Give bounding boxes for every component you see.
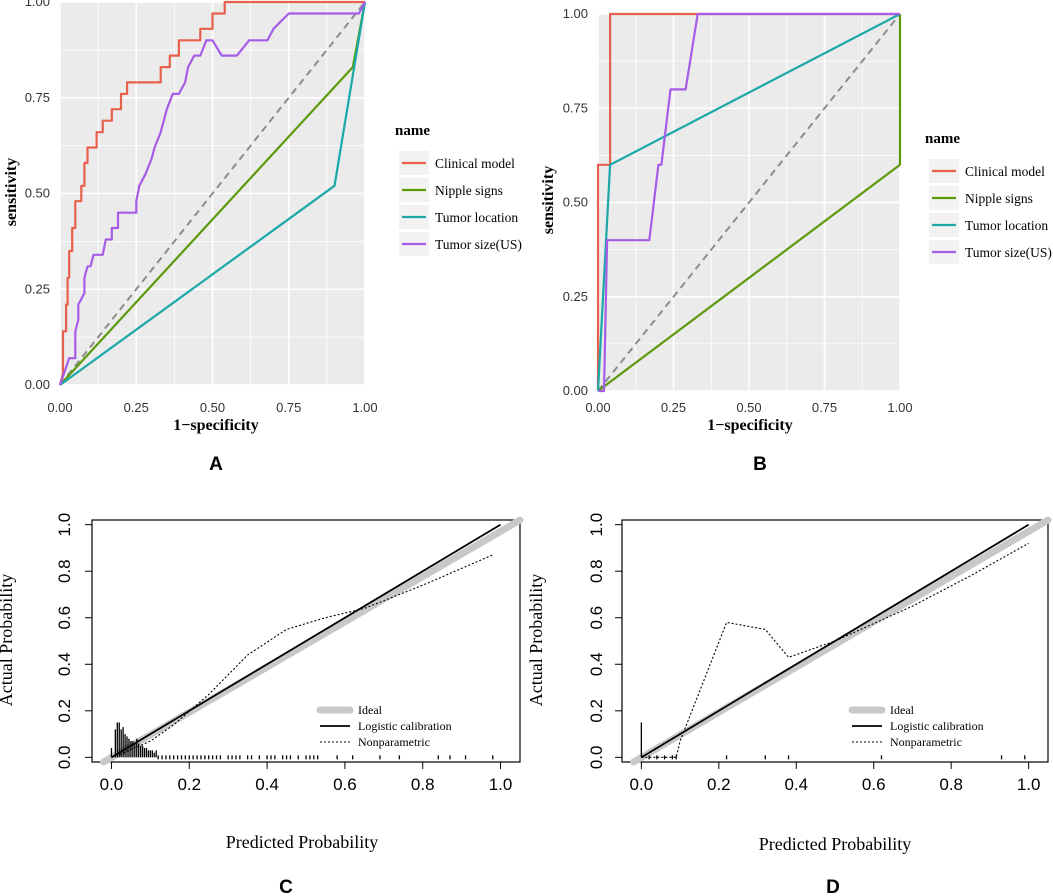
panel-c: 0.0 0.2 0.4 0.6 0.8 1.0 0.0 0.2 0.4 0.6 0.8 1.0 Idea… — [0, 513, 524, 896]
roc-curve-tumor-location — [596, 13, 901, 392]
x-tick-label: 0.6 — [862, 775, 886, 794]
y-tick-label: 1.0 — [587, 513, 606, 537]
legend-label: Clinical model — [435, 156, 515, 171]
roc-curve-tumor-size-us- — [58, 1, 366, 386]
x-axis-label: 1−specificity — [707, 417, 793, 434]
roc-curve-nipple-signs — [597, 14, 902, 392]
legend-label: Tumor size(US) — [965, 245, 1052, 260]
y-tick-label: 0.00 — [25, 377, 50, 392]
x-tick-label: 0.25 — [124, 400, 149, 415]
legend-label: Logistic calibration — [358, 719, 452, 733]
x-axis-label: Predicted Probability — [759, 834, 911, 854]
y-tick-label: 1.00 — [563, 6, 588, 21]
y-tick-label: 0.75 — [25, 90, 50, 105]
x-tick-label: 0.4 — [784, 775, 808, 794]
x-tick-label: 0.75 — [812, 400, 837, 415]
y-axis-label: Actual Probability — [526, 574, 546, 706]
legend: name Clinical model Nipple signs Tumor loca… — [395, 123, 522, 256]
y-tick-label: 0.00 — [563, 383, 588, 398]
x-tick-label: 1.0 — [489, 775, 513, 794]
x-tick-label: 0.75 — [276, 400, 301, 415]
x-axis-label: 1−specificity — [173, 417, 259, 434]
y-tick-label: 0.50 — [563, 195, 588, 210]
logistic-calibration-line — [110, 523, 502, 759]
x-tick-label: 0.00 — [47, 400, 72, 415]
legend-label: Tumor size(US) — [435, 237, 522, 252]
ideal-line — [100, 516, 524, 766]
legend: Ideal Logistic calibration Nonparametric — [316, 703, 452, 749]
ideal-line — [630, 516, 1052, 766]
legend-title: name — [925, 131, 960, 147]
y-axis-label: sensitivity — [540, 166, 557, 234]
x-tick-label: 1.00 — [887, 400, 912, 415]
y-tick-label: 1.0 — [55, 513, 74, 537]
y-tick-label: 1.00 — [25, 0, 50, 9]
legend-label: Nipple signs — [965, 191, 1033, 206]
panel-label: C — [279, 877, 293, 896]
x-tick-label: 0.00 — [585, 400, 610, 415]
x-tick-label: 0.50 — [200, 400, 225, 415]
panel-d: 0.0 0.2 0.4 0.6 0.8 1.0 0.0 0.2 0.4 0.6 0.8 1.0 Idea… — [526, 513, 1052, 896]
legend-label: Nipple signs — [435, 183, 503, 198]
x-axis-label: Predicted Probability — [226, 832, 378, 852]
panel-label: B — [753, 454, 767, 475]
legend-label: Ideal — [358, 703, 383, 717]
x-tick-label: 0.8 — [939, 775, 963, 794]
legend-label: Tumor location — [965, 218, 1048, 233]
y-tick-label: 0.75 — [563, 100, 588, 115]
legend-label: Nonparametric — [358, 735, 430, 749]
y-axis-label: sensitivity — [3, 158, 20, 226]
x-tick-label: 0.50 — [736, 400, 761, 415]
legend-title: name — [395, 123, 430, 139]
panel-b: 0.00 0.00 0.25 0.25 0.50 0.50 0.75 0.75 1.00 1.00… — [540, 6, 1052, 475]
panel-a: 0.00 0.00 0.25 0.25 0.50 0.50 0.75 0.75 1.00 1.00… — [3, 0, 522, 475]
reference-diagonal — [597, 13, 901, 392]
legend-label: Logistic calibration — [890, 719, 984, 733]
panel-label: D — [826, 877, 840, 896]
x-tick-label: 1.00 — [352, 400, 377, 415]
x-tick-label: 0.4 — [255, 775, 279, 794]
y-tick-label: 0.2 — [55, 699, 74, 723]
y-tick-label: 0.25 — [25, 281, 50, 296]
y-tick-label: 0.25 — [563, 289, 588, 304]
x-tick-label: 1.0 — [1017, 775, 1041, 794]
panel-label: A — [209, 454, 223, 475]
y-tick-label: 0.4 — [587, 652, 606, 676]
y-tick-label: 0.6 — [587, 606, 606, 630]
x-tick-label: 0.6 — [333, 775, 357, 794]
nonparametric-line — [118, 554, 494, 756]
y-tick-label: 0.50 — [25, 186, 50, 201]
x-tick-label: 0.2 — [707, 775, 731, 794]
plot-box — [91, 519, 521, 763]
roc-curve-tumor-location — [59, 1, 367, 386]
legend-label: Nonparametric — [890, 735, 962, 749]
x-tick-label: 0.8 — [411, 775, 435, 794]
legend-label: Clinical model — [965, 164, 1045, 179]
y-tick-label: 0.0 — [55, 746, 74, 770]
y-tick-label: 0.8 — [587, 559, 606, 583]
x-tick-label: 0.2 — [177, 775, 201, 794]
roc-curve-tumor-size-us- — [598, 12, 900, 393]
nonparametric-line — [641, 542, 1029, 758]
legend-label: Ideal — [890, 703, 915, 717]
y-tick-label: 0.2 — [587, 699, 606, 723]
y-axis-label: Actual Probability — [0, 574, 16, 706]
x-tick-label: 0.25 — [661, 400, 686, 415]
legend: Ideal Logistic calibration Nonparametric — [848, 703, 984, 749]
reference-diagonal — [59, 1, 366, 386]
legend: name Clinical model Nipple signs Tumor loca… — [925, 131, 1052, 264]
roc-curve-clinical-model — [58, 0, 365, 386]
y-tick-label: 0.4 — [55, 652, 74, 676]
logistic-calibration-line — [640, 523, 1030, 759]
legend-label: Tumor location — [435, 210, 518, 225]
y-tick-label: 0.6 — [55, 606, 74, 630]
x-tick-label: 0.0 — [630, 775, 654, 794]
y-tick-label: 0.0 — [587, 746, 606, 770]
y-tick-label: 0.8 — [55, 559, 74, 583]
plot-box — [621, 519, 1049, 763]
x-tick-label: 0.0 — [100, 775, 124, 794]
